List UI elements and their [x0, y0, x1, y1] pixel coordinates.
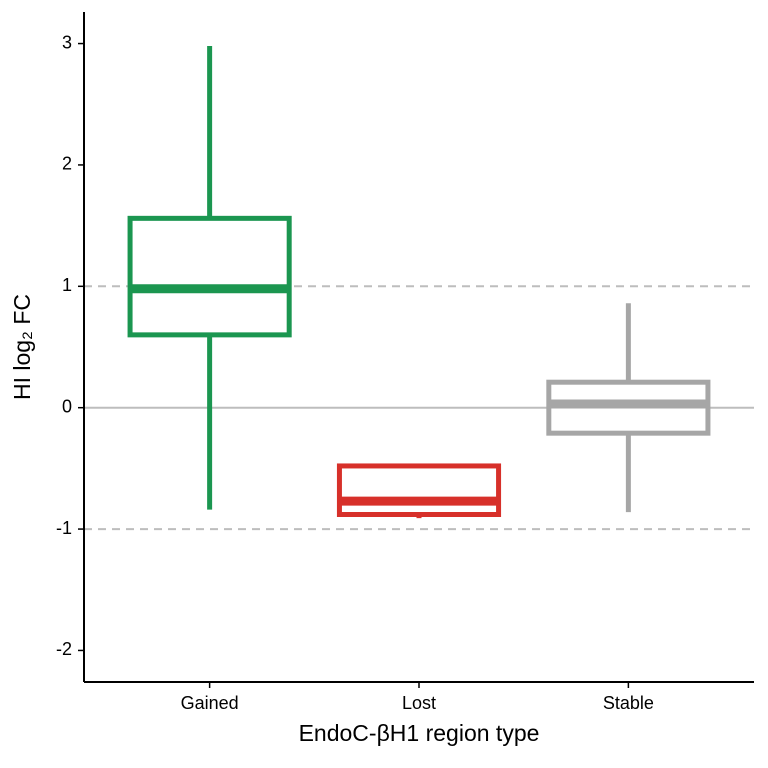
y-axis-label: HI log₂ FC [9, 294, 35, 400]
y-tick-label: 3 [62, 32, 72, 52]
y-tick-label: 1 [62, 275, 72, 295]
y-tick-label: 0 [62, 396, 72, 416]
y-tick-label: -2 [56, 639, 72, 659]
x-tick-label: Lost [402, 693, 436, 713]
x-tick-label: Stable [603, 693, 654, 713]
y-tick-label: 2 [62, 154, 72, 174]
x-axis-label: EndoC-βH1 region type [299, 720, 540, 746]
box [127, 215, 292, 338]
y-tick-label: -1 [56, 518, 72, 538]
box [336, 463, 502, 518]
x-tick-label: Gained [181, 693, 239, 713]
